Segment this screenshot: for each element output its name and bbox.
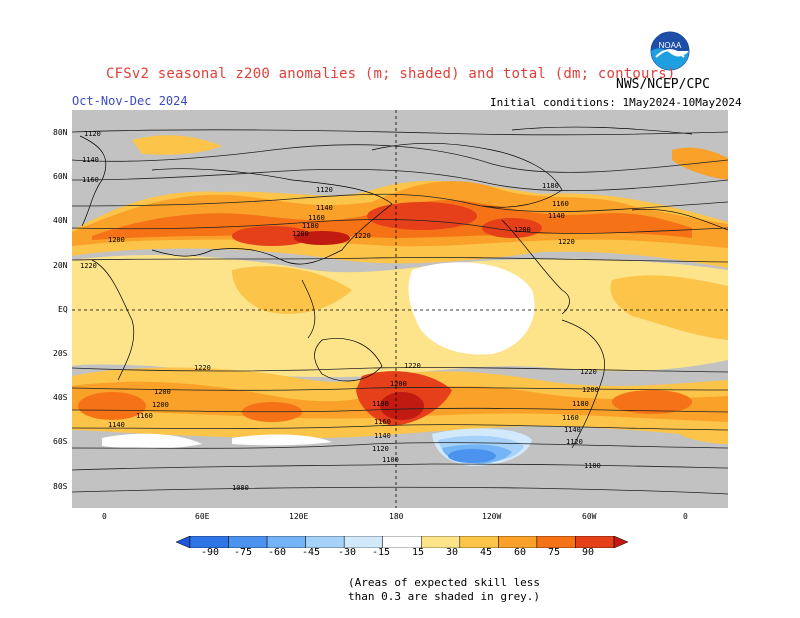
contour-label: 1180 xyxy=(542,182,559,190)
colorbar-label: 45 xyxy=(480,547,493,558)
lat-label: 80N xyxy=(53,128,68,137)
lon-label: 120W xyxy=(482,512,502,521)
initial-conditions-label: Initial conditions: 1May2024-10May2024 xyxy=(490,96,742,109)
lat-label: 60N xyxy=(53,172,68,181)
colorbar-label: 90 xyxy=(582,547,595,558)
lat-label: 20N xyxy=(53,261,68,270)
lon-label: 60E xyxy=(195,512,210,521)
contour-label: 1220 xyxy=(404,362,421,370)
contour-label: 1160 xyxy=(82,176,99,184)
contour-label: 1200 xyxy=(152,401,169,409)
lon-label: 0 xyxy=(683,512,688,521)
contour-label: 1180 xyxy=(302,222,319,230)
contour-label: 1200 xyxy=(292,230,309,238)
noaa-logo: NOAA xyxy=(650,31,690,71)
colorbar xyxy=(176,536,628,548)
logo-text: NOAA xyxy=(659,41,682,50)
lon-label: 120E xyxy=(289,512,309,521)
contour-label: 1180 xyxy=(372,400,389,408)
contour-label: 1220 xyxy=(80,262,97,270)
lon-label: 180 xyxy=(389,512,404,521)
contour-label: 1100 xyxy=(584,462,601,470)
colorbar-label: -60 xyxy=(268,547,287,558)
contour-label: 1220 xyxy=(194,364,211,372)
lat-label: 60S xyxy=(53,437,68,446)
contour-label: 1220 xyxy=(558,238,575,246)
contour-label: 1200 xyxy=(582,386,599,394)
colorbar-label: -75 xyxy=(234,547,253,558)
skill-note-line: (Areas of expected skill less xyxy=(348,576,541,589)
contour-label: 1140 xyxy=(564,426,581,434)
colorbar-swatch xyxy=(613,536,628,548)
contour-label: 1120 xyxy=(84,130,101,138)
lon-label: 60W xyxy=(582,512,597,521)
contour-label: 1140 xyxy=(108,421,125,429)
contour-label: 1120 xyxy=(372,445,389,453)
contour-label: 1120 xyxy=(316,186,333,194)
lat-label: 40S xyxy=(53,393,68,402)
lat-label: 20S xyxy=(53,349,68,358)
colorbar-swatch xyxy=(176,536,191,548)
lat-label: 80S xyxy=(53,482,68,491)
contour-label: 1120 xyxy=(566,438,583,446)
lon-label: 0 xyxy=(102,512,107,521)
contour-label: 1140 xyxy=(316,204,333,212)
contour-label: 1220 xyxy=(580,368,597,376)
contour-label: 1160 xyxy=(374,418,391,426)
colorbar-label: -45 xyxy=(302,547,321,558)
contour-label: 1200 xyxy=(514,226,531,234)
contour-label: 1180 xyxy=(572,400,589,408)
contour-label: 1100 xyxy=(382,456,399,464)
colorbar-label: -15 xyxy=(372,547,391,558)
lat-label: EQ xyxy=(58,305,68,314)
contour-label: 1200 xyxy=(108,236,125,244)
colorbar-label: 75 xyxy=(548,547,561,558)
colorbar-label: -30 xyxy=(338,547,357,558)
contour-label: 1140 xyxy=(548,212,565,220)
contour-label: 1080 xyxy=(232,484,249,492)
anomaly-map: 1120 1140 1160 1200 1220 1120 1140 1160 … xyxy=(72,110,728,508)
contour-label: 1140 xyxy=(82,156,99,164)
contour-label: 1220 xyxy=(354,232,371,240)
contour-label: 1160 xyxy=(136,412,153,420)
colorbar-label: -90 xyxy=(201,547,220,558)
contour-label: 1160 xyxy=(552,200,569,208)
colorbar-label: 15 xyxy=(412,547,425,558)
lat-label: 40N xyxy=(53,216,68,225)
agency-label: NWS/NCEP/CPC xyxy=(616,77,710,92)
contour-label: 1160 xyxy=(562,414,579,422)
colorbar-label: 30 xyxy=(446,547,459,558)
contour-label: 1140 xyxy=(374,432,391,440)
contour-label: 1200 xyxy=(390,380,407,388)
season-label: Oct-Nov-Dec 2024 xyxy=(72,94,188,108)
map-title: CFSv2 seasonal z200 anomalies (m; shaded… xyxy=(106,66,676,82)
skill-note: (Areas of expected skill less than 0.3 a… xyxy=(348,576,540,604)
contour-label: 1160 xyxy=(308,214,325,222)
colorbar-label: 60 xyxy=(514,547,527,558)
skill-note-line: than 0.3 are shaded in grey.) xyxy=(348,590,541,603)
contour-label: 1200 xyxy=(154,388,171,396)
